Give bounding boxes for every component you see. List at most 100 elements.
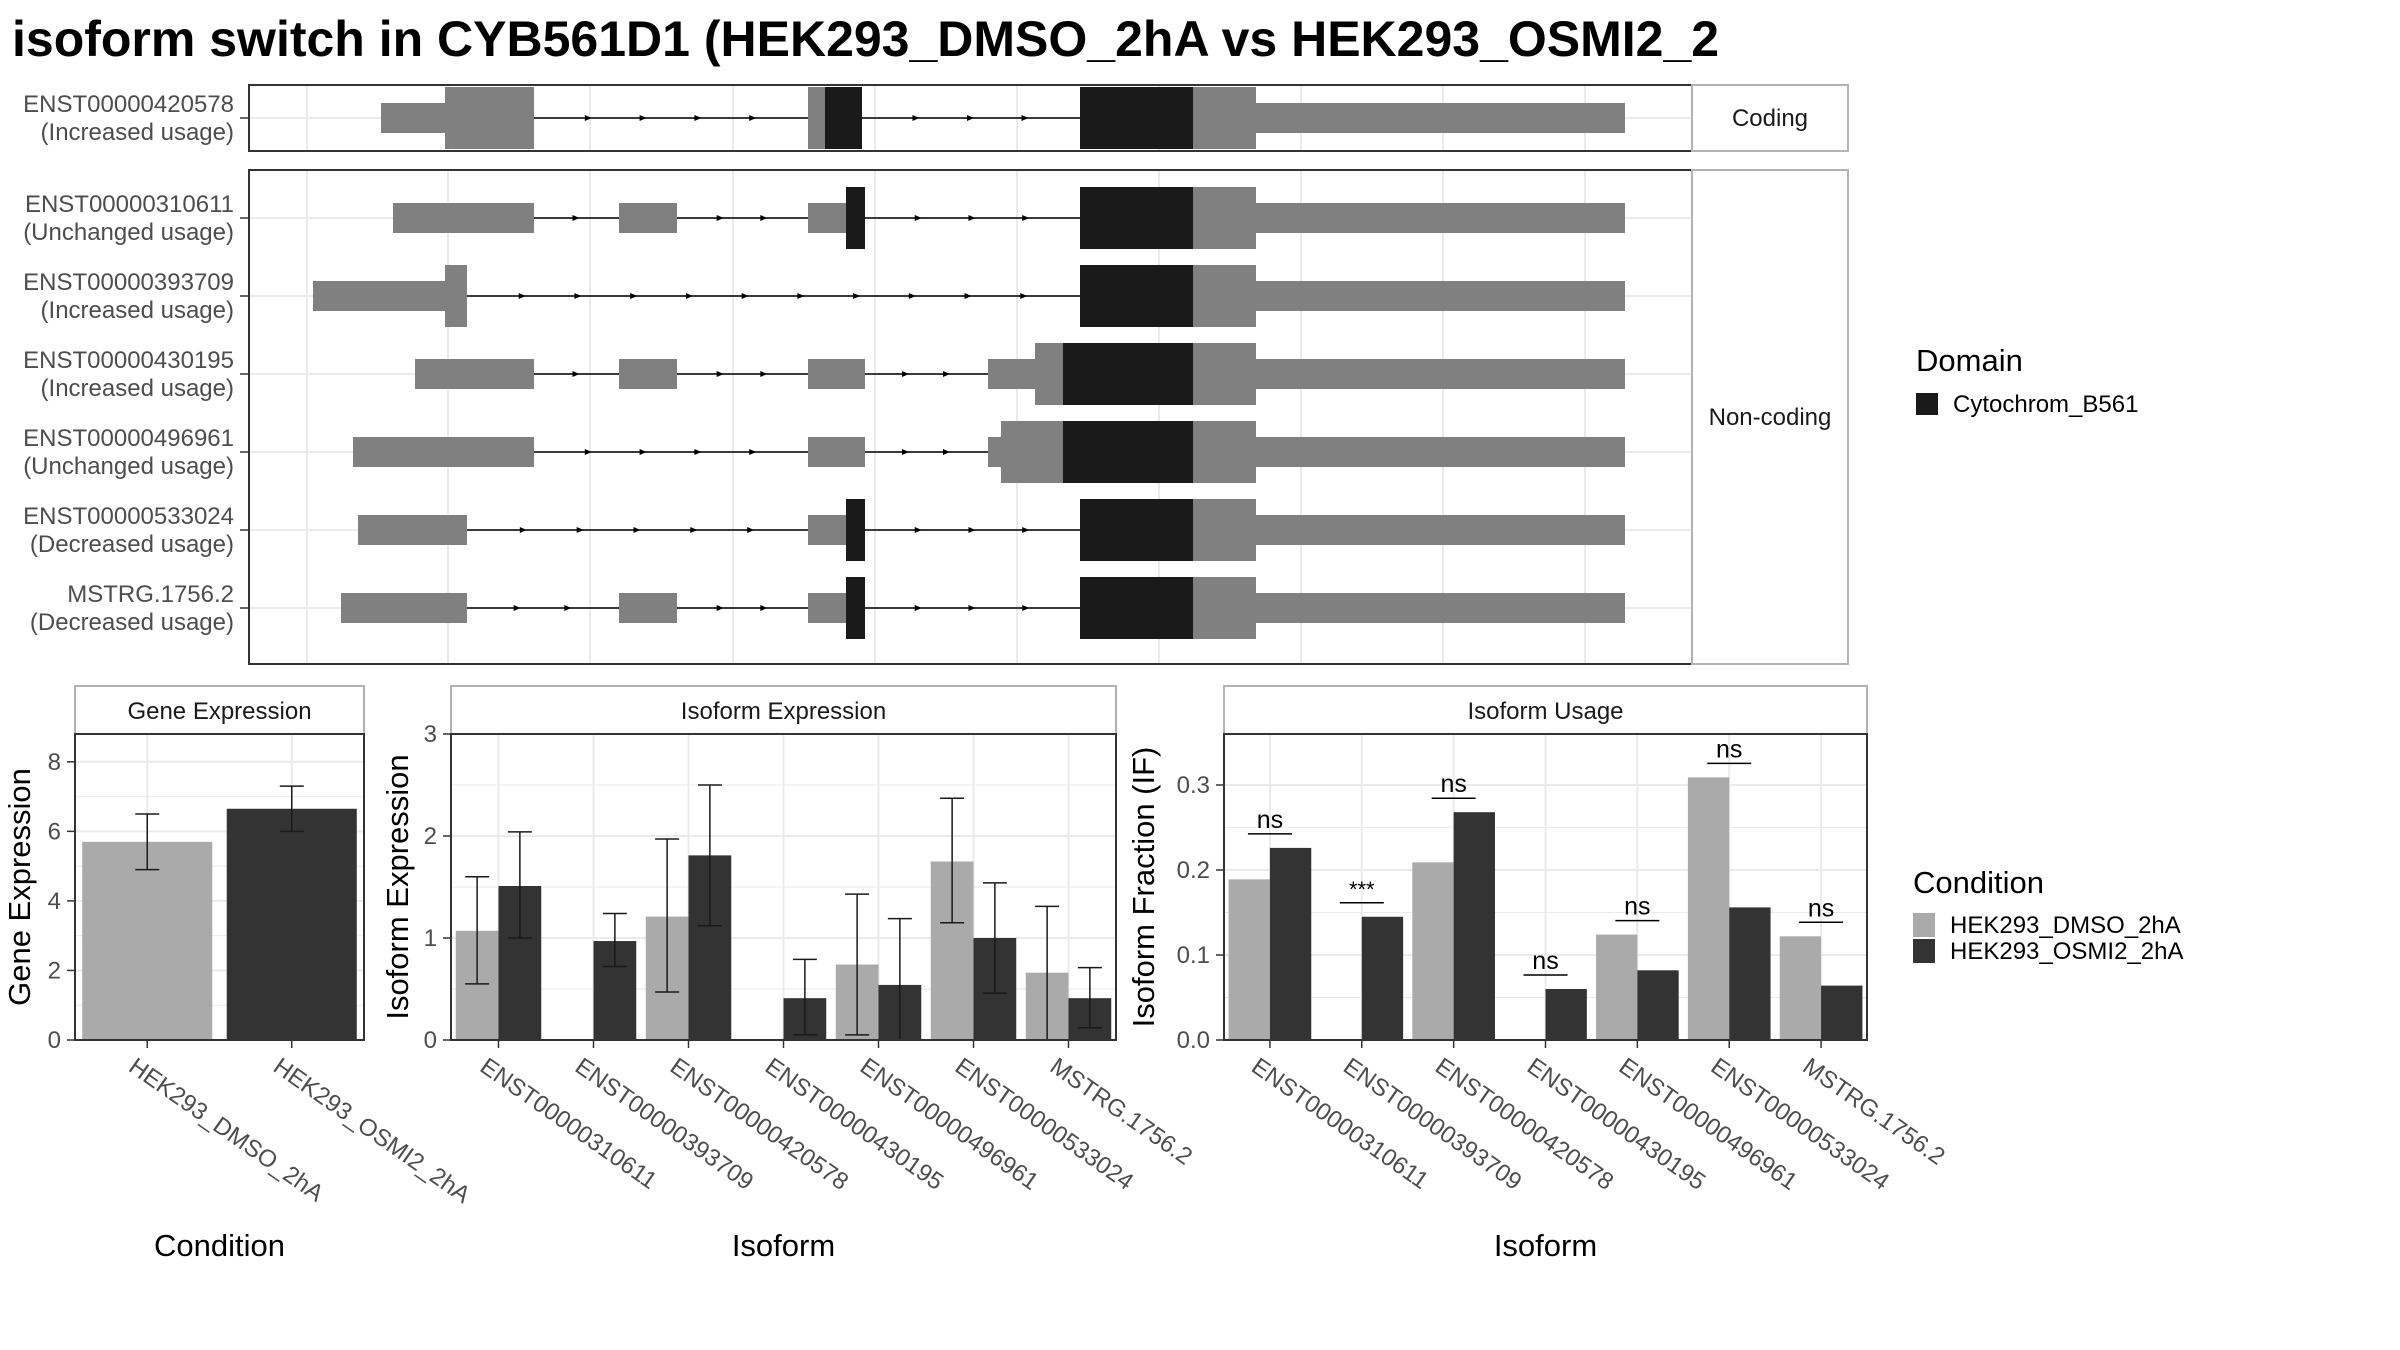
bar-ENST00000533024-HEK293_DMSO_2hA (1688, 777, 1729, 1040)
utr-exon (1256, 103, 1625, 133)
significance-label: ns (1808, 894, 1834, 922)
x-tick-label: ENST00000430195 (760, 1053, 948, 1196)
condition-legend-swatch (1913, 939, 1935, 963)
significance-label: ns (1532, 947, 1558, 975)
domain-exon (1080, 577, 1193, 639)
domain-legend-swatch (1916, 393, 1938, 415)
y-axis-title: Isoform Expression (380, 754, 415, 1019)
domain-legend-title: Domain (1916, 343, 2023, 378)
bar-ENST00000420578-HEK293_DMSO_2hA (1412, 862, 1453, 1040)
y-tick-label: 1 (424, 925, 437, 952)
cds-exon (808, 87, 825, 149)
utr-exon (808, 593, 846, 623)
utr-exon (393, 203, 534, 233)
isoform-usage-label: (Unchanged usage) (23, 453, 234, 480)
bar-ENST00000496961-HEK293_DMSO_2hA (1596, 935, 1637, 1040)
condition-legend-swatch (1913, 913, 1935, 937)
y-tick-label: 6 (48, 818, 61, 845)
x-tick-label: ENST00000310611 (475, 1053, 662, 1195)
cds-exon (1001, 421, 1063, 483)
y-tick-label: 4 (48, 888, 61, 915)
isoform-id-label: ENST00000533024 (23, 503, 234, 530)
cds-exon (1193, 265, 1256, 327)
y-tick-label: 8 (48, 749, 61, 776)
utr-exon (619, 203, 677, 233)
x-tick-label: ENST00000420578 (665, 1053, 853, 1196)
bar-ENST00000310611-HEK293_OSMI2_2hA (1270, 848, 1311, 1040)
utr-exon (415, 359, 534, 389)
isoform-usage-label: (Decreased usage) (30, 531, 234, 558)
condition-legend-label: HEK293_OSMI2_2hA (1950, 938, 2183, 965)
figure-title: isoform switch in CYB561D1 (HEK293_DMSO_… (12, 11, 1719, 67)
utr-exon (808, 437, 865, 467)
y-tick-label: 3 (424, 721, 437, 748)
utr-exon (808, 203, 846, 233)
domain-exon (846, 577, 865, 639)
x-axis-title: Condition (154, 1228, 285, 1263)
bar-ENST00000496961-HEK293_OSMI2_2hA (1637, 970, 1678, 1040)
y-tick-label: 0.2 (1177, 857, 1210, 884)
x-axis-title: Isoform (732, 1228, 835, 1263)
domain-exon (1080, 499, 1193, 561)
panel-strip-title: Gene Expression (127, 698, 311, 725)
y-tick-label: 0.1 (1177, 942, 1210, 969)
domain-exon (825, 87, 862, 149)
utr-exon (1256, 593, 1625, 623)
condition-legend-label: HEK293_DMSO_2hA (1950, 912, 2181, 939)
utr-exon (988, 437, 1001, 467)
bar-HEK293_OSMI2_2hA (227, 809, 357, 1040)
domain-exon (1063, 343, 1193, 405)
significance-label: *** (1349, 877, 1375, 902)
bar-ENST00000430195-HEK293_OSMI2_2hA (1546, 989, 1587, 1040)
significance-label: ns (1440, 770, 1466, 798)
utr-exon (808, 359, 865, 389)
utr-exon (988, 359, 1035, 389)
isoform-id-label: ENST00000393709 (23, 269, 234, 296)
bar-ENST00000393709-HEK293_OSMI2_2hA (1362, 917, 1403, 1040)
cds-exon (445, 87, 534, 149)
domain-exon (846, 187, 865, 249)
significance-label: ns (1716, 735, 1742, 763)
isoform-usage-label: (Increased usage) (41, 297, 234, 324)
isoform-id-label: ENST00000430195 (23, 347, 234, 374)
x-tick-label: ENST00000496961 (855, 1053, 1043, 1196)
utr-exon (358, 515, 467, 545)
x-axis-title: Isoform (1494, 1228, 1597, 1263)
isoform-id-label: ENST00000496961 (23, 425, 234, 452)
x-tick-label: ENST00000393709 (570, 1053, 758, 1196)
cds-exon (1193, 499, 1256, 561)
y-tick-label: 2 (48, 957, 61, 984)
cds-exon (445, 265, 467, 327)
isoform-id-label: MSTRG.1756.2 (67, 581, 234, 608)
isoform-usage-label: (Increased usage) (41, 119, 234, 146)
utr-exon (353, 437, 534, 467)
cds-exon (1193, 577, 1256, 639)
utr-exon (1256, 437, 1625, 467)
domain-exon (1080, 87, 1193, 149)
cds-exon (1193, 421, 1256, 483)
domain-exon (1063, 421, 1193, 483)
isoform-usage-panel: Isoform Usage 0.0 0.1 0.2 0.3 ns *** ns ns ns ns ns… (1126, 686, 1950, 1263)
facet-label-coding: Coding (1732, 105, 1808, 132)
utr-exon (1256, 281, 1625, 311)
bar-HEK293_DMSO_2hA (82, 842, 212, 1040)
isoform-switch-figure: isoform switch in CYB561D1 (HEK293_DMSO_… (0, 0, 2400, 1350)
significance-label: ns (1624, 893, 1650, 921)
condition-legend-title: Condition (1913, 865, 2044, 900)
y-tick-label: 0.0 (1177, 1027, 1210, 1054)
utr-exon (1256, 515, 1625, 545)
cds-exon (1193, 87, 1256, 149)
cds-exon (1035, 343, 1063, 405)
noncoding-panel-bg (249, 170, 1692, 664)
legends: DomainCytochrom_B561ConditionHEK293_DMSO… (1913, 343, 2183, 965)
y-axis-title: Isoform Fraction (IF) (1126, 747, 1161, 1028)
bar-ENST00000533024-HEK293_OSMI2_2hA (1729, 907, 1770, 1040)
panel-strip-title: Isoform Usage (1467, 698, 1623, 725)
utr-exon (619, 359, 677, 389)
isoform-usage-label: (Decreased usage) (30, 609, 234, 636)
domain-exon (846, 499, 865, 561)
facet-label-noncoding: Non-coding (1709, 404, 1832, 431)
y-tick-label: 0.3 (1177, 772, 1210, 799)
bar-MSTRG.1756.2-HEK293_DMSO_2hA (1780, 936, 1821, 1040)
isoform-id-label: ENST00000420578 (23, 91, 234, 118)
